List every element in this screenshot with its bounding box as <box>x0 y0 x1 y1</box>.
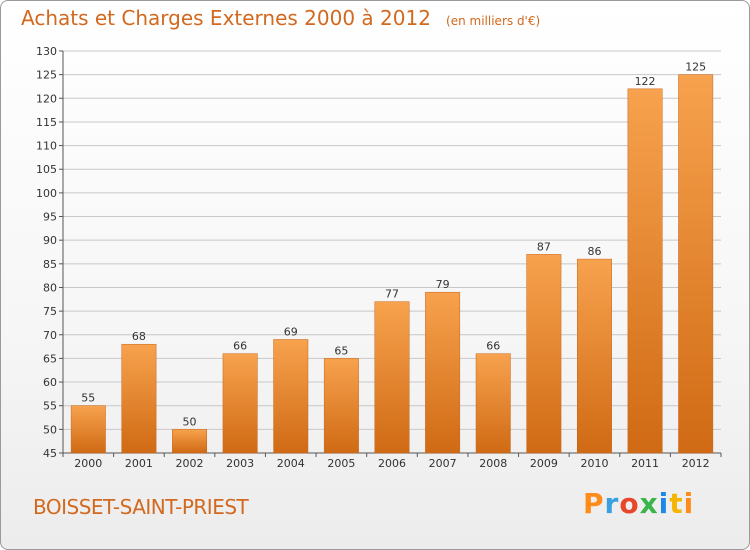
bar-2012 <box>678 74 714 454</box>
bar-2002 <box>172 429 207 454</box>
y-tick-label: 55 <box>43 400 57 413</box>
x-tick-label: 2000 <box>74 457 102 470</box>
y-tick-label: 130 <box>36 45 57 58</box>
value-label: 77 <box>385 288 399 301</box>
value-label: 55 <box>81 392 95 405</box>
value-labels: 55 68 50 66 69 65 77 79 66 87 86 122 125 <box>81 61 706 429</box>
y-tick-label: 75 <box>43 305 57 318</box>
value-label: 66 <box>486 340 500 353</box>
x-tick-label: 2007 <box>429 457 457 470</box>
bar-2009 <box>526 254 562 454</box>
y-tick-label: 110 <box>36 140 57 153</box>
x-tick-label: 2011 <box>631 457 659 470</box>
bar-2005 <box>323 358 359 454</box>
x-tick-label: 2004 <box>277 457 305 470</box>
bar-2011 <box>627 88 663 454</box>
y-tick-label: 95 <box>43 211 57 224</box>
bar-2007 <box>425 291 461 454</box>
value-label: 125 <box>685 61 706 74</box>
bar-2000 <box>70 405 106 454</box>
bar-2004 <box>273 339 309 454</box>
x-tick-label: 2008 <box>479 457 507 470</box>
proxiti-logo: Proxiti <box>583 487 695 520</box>
x-tick-labels: 2000 2001 2002 2003 2004 2005 2006 2007 2008 2009… <box>62 453 722 470</box>
bar-2008 <box>475 353 511 454</box>
y-tick-label: 125 <box>36 69 57 82</box>
x-tick-label: 2006 <box>378 457 406 470</box>
title-block: Achats et Charges Externes 2000 à 2012 (… <box>21 6 540 30</box>
x-tick-label: 2009 <box>530 457 558 470</box>
y-tick-label: 115 <box>36 116 57 129</box>
bar-2010 <box>577 258 612 454</box>
y-tick-label: 50 <box>43 423 57 436</box>
x-tick-label: 2002 <box>176 457 204 470</box>
value-label: 87 <box>537 240 551 253</box>
value-label: 66 <box>233 340 247 353</box>
location-label: BOISSET-SAINT-PRIEST <box>33 495 249 519</box>
bar-2001 <box>121 343 157 454</box>
y-tick-labels: 45 50 55 60 65 70 75 80 85 90 95 100 105 110 115 120 125… <box>36 45 57 460</box>
y-tick-label: 70 <box>43 329 57 342</box>
bars <box>70 74 714 454</box>
value-label: 68 <box>132 330 146 343</box>
y-tick-label: 45 <box>43 447 57 460</box>
x-tick-label: 2003 <box>226 457 254 470</box>
y-tick-label: 105 <box>36 163 57 176</box>
x-tick-label: 2010 <box>580 457 608 470</box>
bar-2006 <box>374 301 410 454</box>
bar-2003 <box>222 353 258 454</box>
value-label: 122 <box>635 75 656 88</box>
value-label: 69 <box>284 325 298 338</box>
x-tick-label: 2005 <box>327 457 355 470</box>
chart-subtitle: (en milliers d'€) <box>446 14 541 28</box>
x-tick-label: 2012 <box>682 457 710 470</box>
y-tick-label: 85 <box>43 258 57 271</box>
value-label: 65 <box>334 344 348 357</box>
value-label: 50 <box>183 415 197 428</box>
y-tick-label: 60 <box>43 376 57 389</box>
x-tick-label: 2001 <box>125 457 153 470</box>
y-tick-label: 120 <box>36 92 57 105</box>
value-label: 79 <box>436 278 450 291</box>
y-tick-label: 80 <box>43 281 57 294</box>
chart-title: Achats et Charges Externes 2000 à 2012 <box>21 6 431 30</box>
y-tick-label: 65 <box>43 352 57 365</box>
value-label: 86 <box>587 245 601 258</box>
y-tick-label: 100 <box>36 187 57 200</box>
y-tick-label: 90 <box>43 234 57 247</box>
